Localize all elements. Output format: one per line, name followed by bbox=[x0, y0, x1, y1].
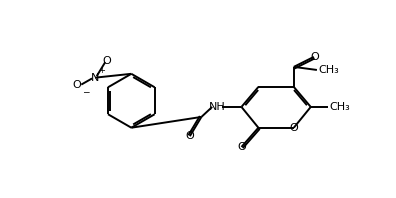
Text: −: − bbox=[82, 88, 89, 97]
Text: O: O bbox=[185, 131, 194, 141]
Text: O: O bbox=[72, 80, 81, 90]
Text: N: N bbox=[91, 73, 99, 83]
Text: O: O bbox=[310, 52, 319, 62]
Text: CH₃: CH₃ bbox=[318, 65, 339, 75]
Text: O: O bbox=[102, 56, 111, 66]
Text: NH: NH bbox=[208, 102, 225, 112]
Text: +: + bbox=[99, 66, 105, 75]
Text: CH₃: CH₃ bbox=[329, 102, 350, 112]
Text: O: O bbox=[289, 123, 298, 133]
Text: O: O bbox=[237, 142, 246, 152]
